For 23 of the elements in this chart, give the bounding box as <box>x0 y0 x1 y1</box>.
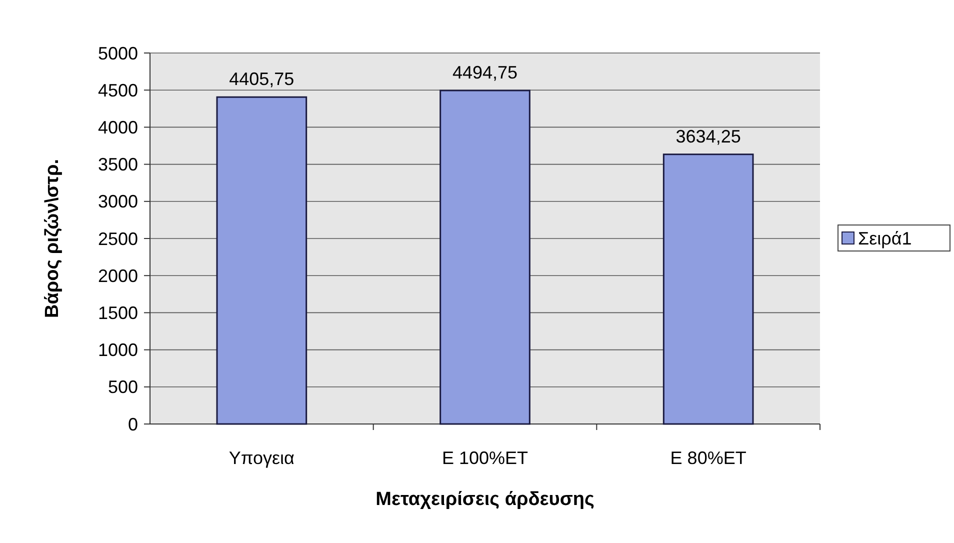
y-tick-label: 3500 <box>98 154 138 175</box>
y-tick-label: 5000 <box>98 43 138 64</box>
y-tick-label: 500 <box>108 377 138 398</box>
x-tick-label: E 80%ET <box>670 448 746 468</box>
y-tick-label: 2500 <box>98 228 138 249</box>
x-tick-label: Υπογεια <box>228 448 294 468</box>
x-tick-label: E 100%ET <box>442 448 528 468</box>
data-label: 4405,75 <box>229 69 294 90</box>
legend-label: Σειρά1 <box>858 228 912 248</box>
y-tick-label: 0 <box>128 414 138 434</box>
data-label: 3634,25 <box>676 126 741 146</box>
bar <box>216 96 308 425</box>
x-axis-title: Μεταχειρίσεις άρδευσης <box>376 489 594 510</box>
y-tick-label: 1000 <box>98 340 138 360</box>
y-tick-label: 4500 <box>98 80 138 100</box>
y-tick-label: 1500 <box>98 303 138 323</box>
y-tick-label: 3000 <box>98 192 138 212</box>
y-tick-label: 4000 <box>98 118 138 138</box>
data-label: 4494,75 <box>452 62 518 82</box>
y-tick-label: 2000 <box>98 266 138 286</box>
bar <box>662 154 754 425</box>
y-axis-title: Βάρος ριζών\στρ. <box>42 158 63 318</box>
bar <box>440 90 530 425</box>
